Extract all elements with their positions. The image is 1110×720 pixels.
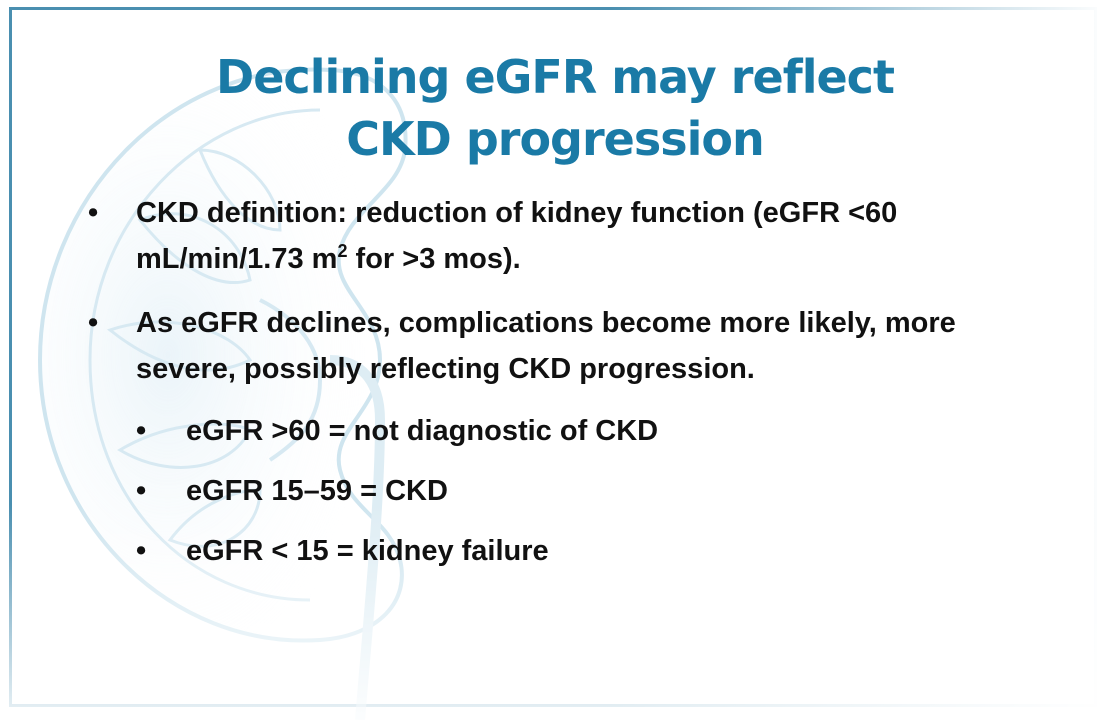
unit-superscript: 2 (337, 241, 348, 261)
bullet-text-line: CKD definition: reduction of kidney func… (136, 197, 898, 229)
sub-bullet-text: eGFR >60 = not diagnostic of CKD (186, 415, 659, 447)
slide-title: Declining eGFR may reflect CKD progressi… (0, 46, 1110, 170)
bullet-text-line: severe, possibly reflecting CKD progress… (136, 353, 755, 385)
unit-text: mL/min/1.73 m (136, 243, 338, 275)
bullet-text-line: As eGFR declines, complications become m… (136, 307, 956, 339)
bullet-icon: • (88, 197, 99, 229)
bullet-text-tail: for >3 mos). (347, 243, 521, 275)
sub-bullet-text: eGFR < 15 = kidney failure (186, 535, 549, 567)
slide-title-line-2: CKD progression (346, 112, 765, 166)
sub-bullet-text: eGFR 15–59 = CKD (186, 475, 448, 507)
bullet-text-line: mL/min/1.73 m2 for >3 mos). (136, 236, 521, 282)
sub-bullet-icon: • (136, 475, 147, 507)
sub-bullet-icon: • (136, 535, 147, 567)
sub-bullet-icon: • (136, 415, 147, 447)
slide-title-line-1: Declining eGFR may reflect (216, 50, 895, 104)
bullet-icon: • (88, 307, 99, 339)
